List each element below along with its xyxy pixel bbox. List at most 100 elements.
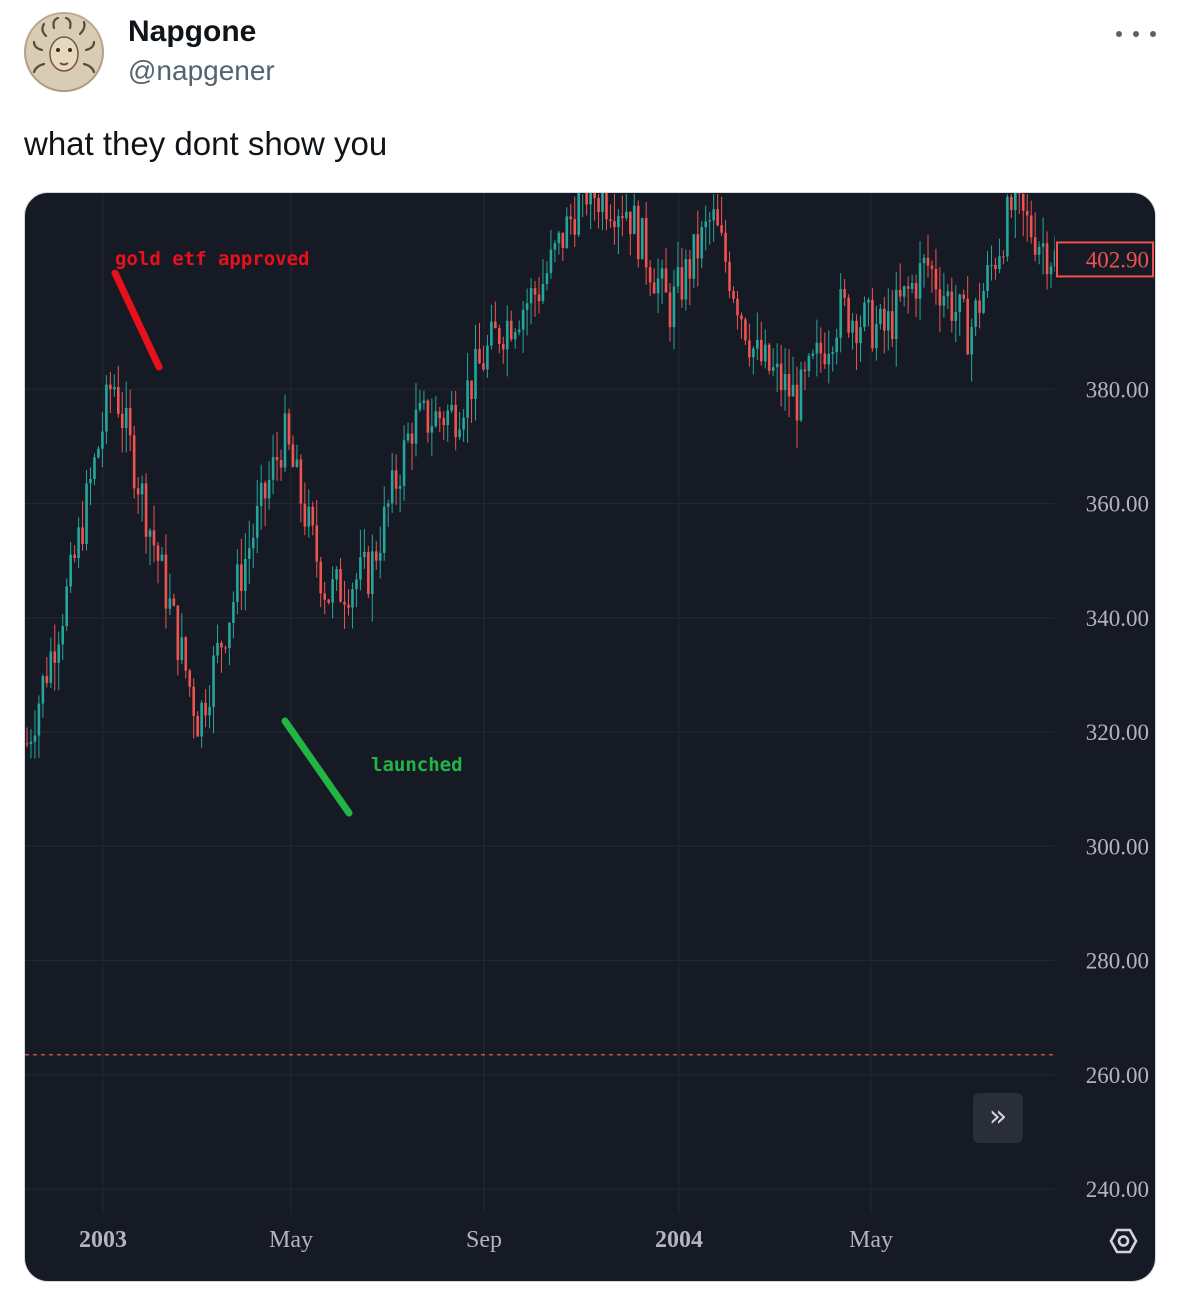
candle-up	[232, 602, 235, 623]
candle-down	[136, 488, 140, 495]
candle-down	[240, 564, 243, 592]
candle-up	[958, 294, 962, 312]
candle-up	[577, 193, 581, 235]
candle-up	[775, 363, 779, 368]
candle-up	[29, 741, 33, 744]
candle-up	[879, 308, 882, 325]
candle-down	[498, 328, 501, 344]
candle-down	[128, 408, 132, 436]
candle-down	[906, 286, 910, 289]
price-tick-label: 260.00	[1086, 1063, 1149, 1088]
author-name[interactable]: Napgone	[128, 15, 257, 48]
candle-up	[355, 579, 358, 590]
candle-up	[382, 506, 386, 553]
author-handle[interactable]: @napgener	[128, 55, 275, 86]
candle-up	[700, 227, 704, 259]
candle-down	[287, 413, 291, 445]
candle-down	[156, 545, 160, 561]
candle-up	[1037, 246, 1041, 255]
candle-up	[61, 626, 65, 645]
candle-up	[371, 551, 374, 595]
more-options-icon[interactable]	[1116, 24, 1156, 44]
candle-up	[378, 552, 382, 561]
candle-up	[85, 483, 88, 544]
candle-up	[160, 554, 164, 561]
candle-down	[152, 530, 156, 546]
candle-down	[740, 315, 743, 320]
candle-up	[640, 218, 644, 260]
candle-up	[617, 216, 620, 228]
candle-up	[513, 332, 517, 340]
candle-down	[629, 211, 632, 235]
candle-down	[196, 715, 199, 737]
candle-up	[251, 537, 255, 549]
candle-up	[672, 286, 676, 328]
candle-down	[1010, 196, 1013, 211]
candle-down	[509, 320, 513, 340]
candle-down	[470, 380, 473, 399]
candle-down	[410, 433, 414, 444]
candle-down	[914, 283, 918, 299]
candle-down	[323, 593, 326, 600]
author-avatar[interactable]	[24, 12, 104, 92]
scroll-to-realtime-button[interactable]: »	[973, 1093, 1023, 1143]
candle-down	[164, 554, 168, 609]
candle-up	[101, 431, 104, 449]
candle-down	[73, 554, 76, 559]
candle-up	[922, 257, 926, 264]
candle-down	[339, 569, 342, 602]
candle-up	[434, 411, 438, 427]
candle-down	[720, 225, 723, 233]
candle-up	[529, 288, 533, 304]
candle-up	[148, 530, 152, 537]
time-tick-label: May	[269, 1227, 313, 1253]
candle-up	[807, 355, 811, 372]
candle-up	[140, 483, 144, 495]
time-tick-label: 2004	[655, 1227, 703, 1253]
price-tick-label: 280.00	[1086, 949, 1149, 974]
candle-down	[176, 605, 180, 661]
candle-down	[501, 343, 505, 350]
chart-grid	[25, 193, 1055, 1213]
candle-up	[462, 417, 465, 430]
candle-up	[692, 234, 696, 279]
price-tick-label: 300.00	[1086, 834, 1149, 859]
candle-down	[668, 292, 672, 328]
candle-down	[311, 506, 315, 526]
candle-up	[351, 589, 354, 608]
candle-down	[934, 268, 938, 290]
chart-settings-button[interactable]	[1099, 1221, 1145, 1261]
candle-up	[525, 303, 529, 310]
candle-up	[216, 642, 219, 656]
candle-down	[636, 205, 640, 260]
candle-up	[271, 457, 275, 480]
candle-down	[343, 601, 346, 605]
candle-up	[505, 320, 509, 350]
candle-down	[224, 647, 227, 649]
candle-up	[402, 440, 406, 486]
candle-up	[124, 408, 128, 429]
candle-down	[561, 232, 565, 249]
candle-up	[168, 598, 172, 609]
candle-up	[565, 216, 569, 249]
candle-up	[93, 457, 96, 479]
candle-up	[105, 384, 108, 432]
candle-up	[632, 205, 636, 235]
annotation-arrow-red	[111, 269, 163, 371]
candle-down	[1017, 193, 1021, 194]
tweet-media-chart[interactable]: 380.00 360.00 340.00 320.00 300.00 280.00 260.…	[24, 192, 1156, 1282]
candle-down	[930, 265, 934, 269]
candle-up	[363, 551, 366, 558]
candle-up	[541, 283, 545, 302]
candle-up	[1014, 193, 1017, 211]
price-tick-label: 340.00	[1086, 606, 1149, 631]
candle-up	[212, 655, 215, 707]
candle-up	[490, 321, 493, 346]
candle-up	[756, 339, 759, 349]
candle-down	[724, 232, 727, 262]
candle-down	[759, 339, 763, 362]
medusa-avatar-image	[26, 14, 102, 90]
candle-down	[767, 344, 771, 371]
candle-up	[228, 622, 231, 648]
candle-down	[347, 604, 350, 608]
